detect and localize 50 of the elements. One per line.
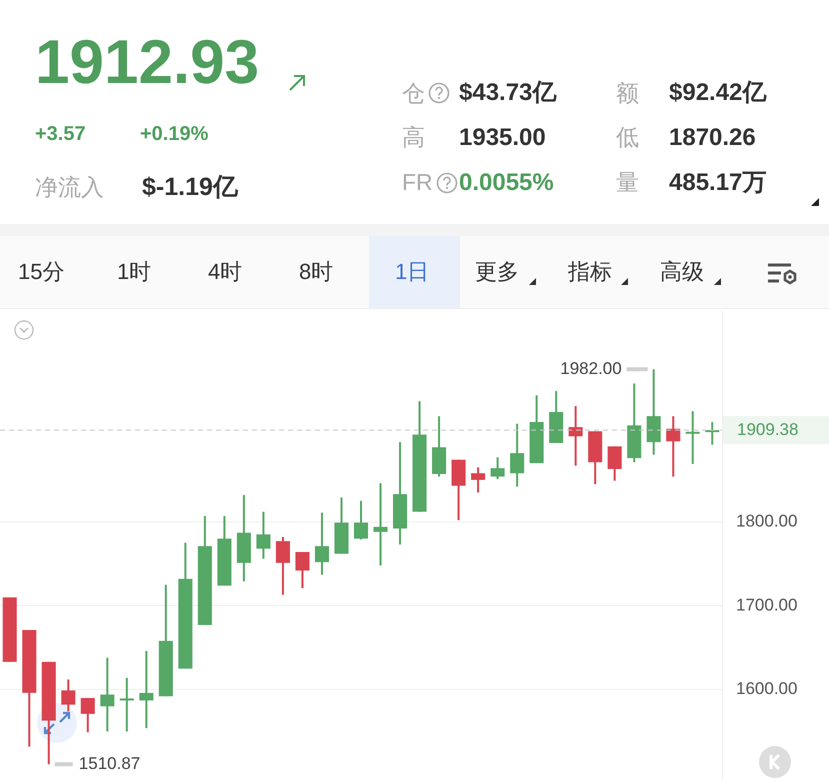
annotation: 1982.00 bbox=[560, 358, 622, 378]
text: 4时 bbox=[208, 259, 242, 284]
candlestick bbox=[568, 405, 583, 467]
candlestick bbox=[471, 466, 486, 494]
text: 485.17万 bbox=[669, 169, 766, 196]
text: 1870.26 bbox=[669, 124, 756, 151]
candlestick bbox=[120, 676, 134, 732]
candlestick bbox=[686, 410, 700, 465]
text: 1时 bbox=[117, 259, 152, 284]
y-tick-label: 1800.00 bbox=[736, 512, 798, 531]
text: $-1.19亿 bbox=[142, 173, 238, 201]
candlestick bbox=[295, 551, 310, 590]
annotation: 1510.87 bbox=[78, 754, 140, 773]
candlestick bbox=[256, 510, 270, 560]
candlestick bbox=[314, 512, 329, 576]
text: 额 bbox=[616, 80, 639, 106]
candlestick bbox=[373, 482, 388, 566]
candlestick bbox=[608, 445, 622, 482]
candlestick bbox=[100, 656, 114, 732]
text: 0.0055% bbox=[459, 169, 554, 196]
candlestick bbox=[354, 500, 368, 540]
text: 1日 bbox=[395, 259, 430, 284]
ref-line-label: 1909.38 bbox=[737, 420, 798, 439]
text: 15分 bbox=[18, 259, 64, 284]
text: $92.42亿 bbox=[669, 79, 766, 106]
y-tick-label: 1600.00 bbox=[736, 679, 798, 698]
text: 8时 bbox=[299, 259, 334, 284]
text: +0.19% bbox=[140, 123, 208, 145]
candlestick bbox=[276, 536, 290, 596]
text: 高级 bbox=[660, 259, 704, 284]
candlestick bbox=[80, 696, 95, 734]
text: $43.73亿 bbox=[459, 79, 556, 106]
candlestick bbox=[510, 422, 524, 488]
candlestick bbox=[705, 421, 720, 446]
candlestick bbox=[61, 678, 76, 712]
text: 仓 bbox=[402, 80, 425, 106]
chart-title: 1912.93 bbox=[35, 28, 260, 97]
candlestick bbox=[139, 650, 154, 730]
text: 净流入 bbox=[35, 174, 104, 200]
candlestick bbox=[666, 415, 680, 478]
text: +3.57 bbox=[35, 123, 86, 145]
text: 高 bbox=[402, 124, 425, 150]
text: 量 bbox=[616, 169, 639, 195]
text: 指标 bbox=[568, 259, 612, 284]
text: 1935.00 bbox=[459, 124, 546, 151]
y-tick-label: 1700.00 bbox=[736, 595, 798, 614]
candlestick bbox=[490, 456, 505, 480]
text: FR bbox=[402, 169, 433, 195]
text: 更多 bbox=[475, 259, 519, 284]
text: 低 bbox=[616, 124, 639, 150]
